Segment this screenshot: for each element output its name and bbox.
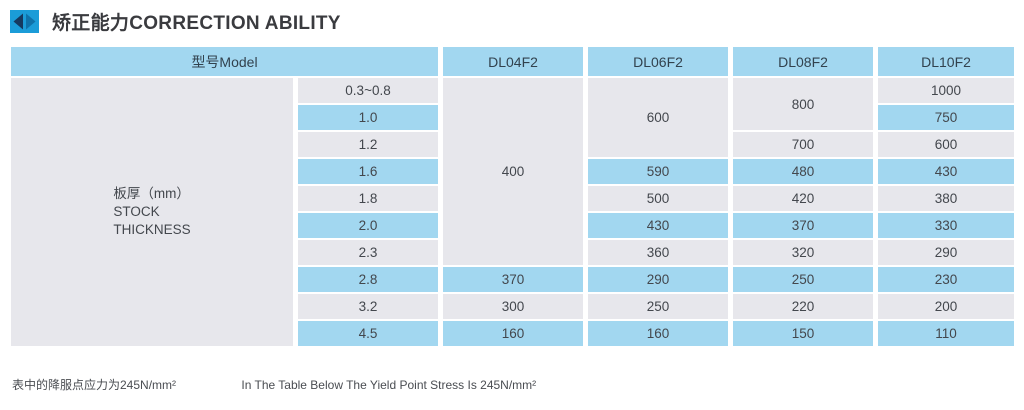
table-row: 2.8 370 290 250 230: [11, 267, 1015, 292]
value-cell: 360: [588, 240, 729, 265]
value-cell: 700: [733, 132, 874, 157]
thickness-cell: 2.8: [298, 267, 439, 292]
table-row: 1.2 700 600: [11, 132, 1015, 157]
value-cell: 600: [878, 132, 1015, 157]
table-row: 1.0 750: [11, 105, 1015, 130]
value-cell: 430: [588, 213, 729, 238]
value-cell: 600: [588, 78, 729, 157]
value-cell: 1000: [878, 78, 1015, 103]
table-row: 2.3 360 320 290: [11, 240, 1015, 265]
thickness-cell: 4.5: [298, 321, 439, 346]
value-cell: 480: [733, 159, 874, 184]
value-cell: 200: [878, 294, 1015, 319]
value-cell: 110: [878, 321, 1015, 346]
thickness-cell: 3.2: [298, 294, 439, 319]
table-header-row: 型号Model DL04F2 DL06F2 DL08F2 DL10F2: [11, 47, 1015, 76]
table-row: 2.0 430 370 330: [11, 213, 1015, 238]
value-cell: 320: [733, 240, 874, 265]
table-row: 1.8 500 420 380: [11, 186, 1015, 211]
model-header-cell: 型号Model: [11, 47, 439, 76]
model-col-header-dl08f2: DL08F2: [733, 47, 874, 76]
value-cell: 430: [878, 159, 1015, 184]
value-cell: 400: [443, 78, 584, 265]
value-cell: 300: [443, 294, 584, 319]
value-cell: 230: [878, 267, 1015, 292]
correction-ability-table: 型号Model DL04F2 DL06F2 DL08F2 DL10F2 板厚（m…: [6, 45, 1019, 348]
value-cell: 500: [588, 186, 729, 211]
table-row: 1.6 590 480 430: [11, 159, 1015, 184]
value-cell: 220: [733, 294, 874, 319]
value-cell: 800: [733, 78, 874, 130]
value-cell: 750: [878, 105, 1015, 130]
value-cell: 290: [588, 267, 729, 292]
section-title: 矫正能力CORRECTION ABILITY: [52, 13, 341, 34]
thickness-cell: 1.0: [298, 105, 439, 130]
value-cell: 590: [588, 159, 729, 184]
value-cell: 250: [733, 267, 874, 292]
table-row: 4.5 160 160 150 110: [11, 321, 1015, 346]
thickness-cell: 1.6: [298, 159, 439, 184]
footnotes: 表中的降服点应力为245N/mm² In The Table Below The…: [12, 376, 536, 393]
value-cell: 420: [733, 186, 874, 211]
value-cell: 160: [588, 321, 729, 346]
value-cell: 330: [878, 213, 1015, 238]
value-cell: 250: [588, 294, 729, 319]
footnote-english: In The Table Below The Yield Point Stres…: [241, 378, 537, 392]
value-cell: 160: [443, 321, 584, 346]
value-cell: 370: [443, 267, 584, 292]
value-cell: 150: [733, 321, 874, 346]
table-row: 3.2 300 250 220 200: [11, 294, 1015, 319]
double-triangle-bullet-icon: [10, 10, 39, 33]
stock-thickness-label-cell: 板厚（mm） STOCK THICKNESS: [11, 78, 293, 346]
thickness-cell: 1.2: [298, 132, 439, 157]
thickness-cell: 1.8: [298, 186, 439, 211]
footnote-chinese: 表中的降服点应力为245N/mm²: [12, 378, 177, 392]
model-col-header-dl06f2: DL06F2: [588, 47, 729, 76]
model-col-header-dl04f2: DL04F2: [443, 47, 584, 76]
table-row: 板厚（mm） STOCK THICKNESS 0.3~0.8 400 600 800 1000: [11, 78, 1015, 346]
model-col-header-dl10f2: DL10F2: [878, 47, 1015, 76]
section-header: 矫正能力CORRECTION ABILITY: [10, 8, 341, 35]
value-cell: 370: [733, 213, 874, 238]
value-cell: 380: [878, 186, 1015, 211]
thickness-cell: 2.0: [298, 213, 439, 238]
thickness-cell: 2.3: [298, 240, 439, 265]
thickness-cell: 0.3~0.8: [298, 78, 439, 103]
value-cell: 290: [878, 240, 1015, 265]
